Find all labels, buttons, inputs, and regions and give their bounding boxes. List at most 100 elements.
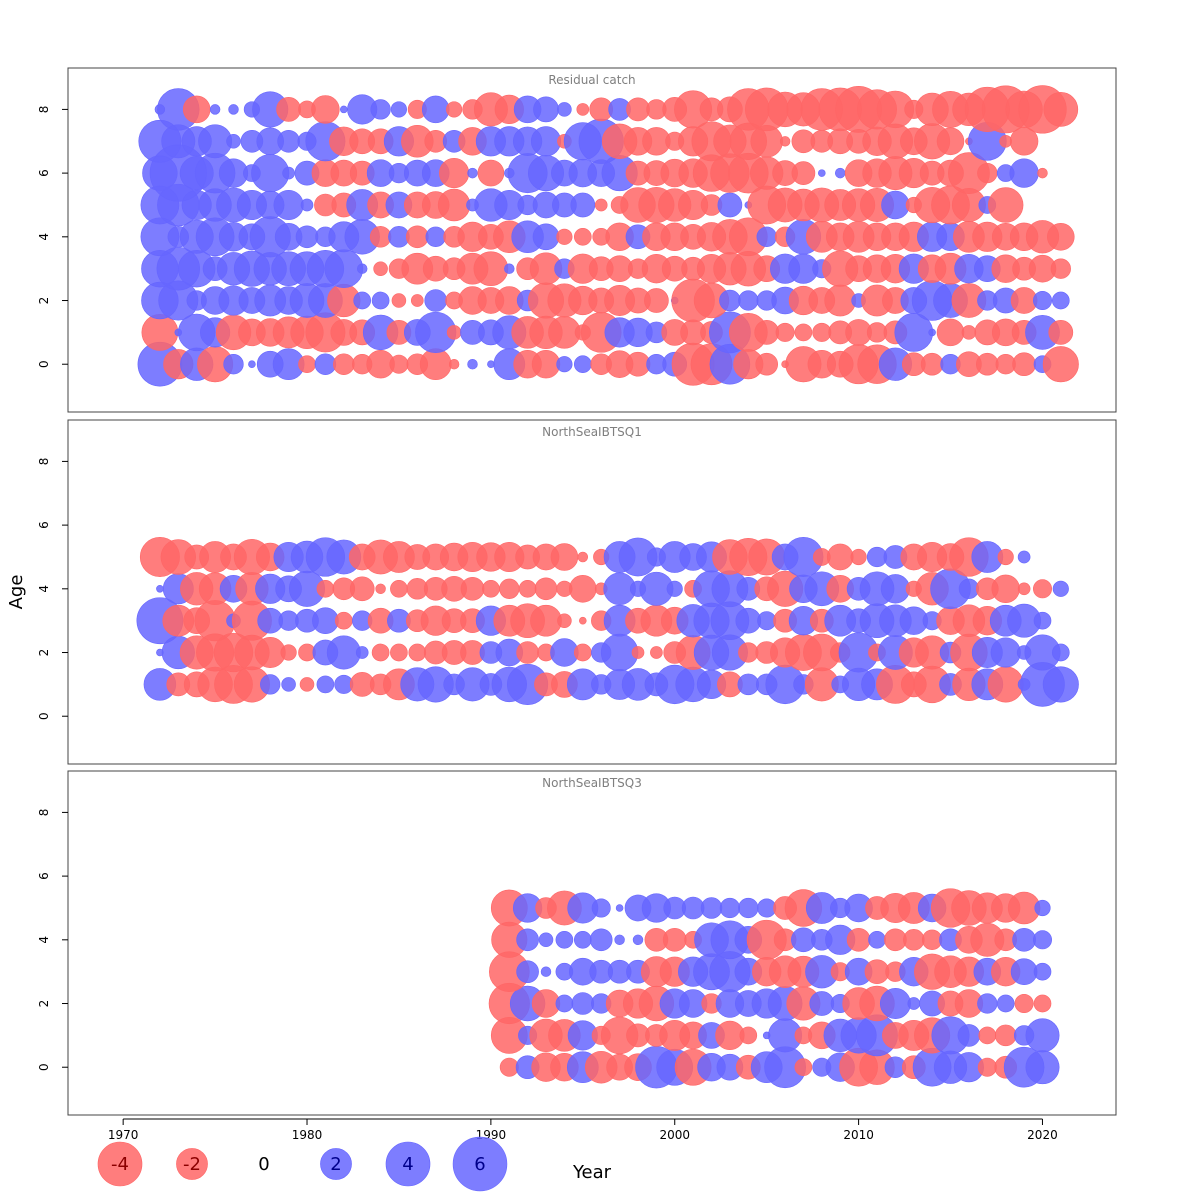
residual-bubble (662, 927, 687, 952)
residual-bubble (390, 101, 407, 118)
y-tick-label: 6 (37, 521, 51, 529)
residual-bubble (818, 169, 826, 177)
residual-bubble (879, 988, 911, 1019)
residual-bubble (370, 99, 391, 120)
residual-bubble (333, 353, 355, 375)
residual-bubble (299, 677, 315, 692)
residual-bubble (504, 263, 515, 274)
y-tick-label: 6 (37, 872, 51, 880)
residual-bubble (650, 646, 663, 659)
residual-bubble (467, 358, 478, 370)
residual-bubble (499, 1057, 519, 1077)
residual-bubble (700, 897, 723, 919)
residual-bubble (369, 226, 392, 248)
residual-bubble (824, 284, 857, 317)
panel-2: NorthSeaIBTSQ1 0 2 4 6 8 (37, 419, 1117, 765)
residual-bubble (791, 161, 816, 185)
residual-bubble (425, 226, 446, 247)
residual-bubble (371, 291, 390, 310)
residual-bubble (1014, 993, 1034, 1013)
residual-bubble (248, 360, 256, 368)
legend-label: 0 (258, 1154, 269, 1175)
residual-bubble (410, 294, 424, 307)
residual-bubble (277, 130, 300, 153)
panel-title: NorthSeaIBTSQ1 (542, 425, 642, 439)
residual-bubble (1012, 352, 1036, 377)
residual-bubble (280, 644, 297, 661)
residual-bubble (809, 991, 835, 1016)
x-axis: 1970 1980 1990 2000 2010 2020 (108, 1118, 1058, 1142)
residual-bubble (739, 1026, 758, 1045)
residual-bubble (424, 289, 448, 312)
bubble-size-legend: -4 -2 0 2 4 6 (97, 1136, 508, 1192)
y-tick-label: 4 (37, 936, 51, 944)
residual-bubble (978, 1026, 997, 1045)
residual-bubble (460, 576, 485, 601)
residual-bubble (1017, 550, 1031, 564)
residual-bubble (405, 225, 429, 249)
residual-bubble (477, 159, 505, 187)
residual-bubble (557, 102, 572, 117)
residual-bubble (921, 929, 943, 950)
residual-bubble (936, 127, 965, 156)
residual-bubble (531, 349, 561, 379)
x-tick-label: 2020 (1027, 1128, 1058, 1142)
residual-bubble (991, 574, 1020, 604)
residual-bubble (182, 95, 211, 124)
residual-bubble (530, 604, 562, 637)
residual-bubble (569, 575, 597, 603)
residual-bubble (334, 611, 353, 630)
residual-bubble (1051, 291, 1070, 310)
residual-bubble (518, 579, 537, 598)
residual-bubble (340, 105, 348, 114)
residual-bubble (1033, 994, 1052, 1013)
residual-bubble (977, 1057, 997, 1077)
residual-bubble (719, 289, 741, 312)
panel-3: NorthSeaIBTSQ3 0 2 4 6 8 (37, 770, 1117, 1116)
residual-bubble (557, 613, 572, 628)
residual-bubble (356, 263, 368, 274)
x-tick-label: 2000 (659, 1128, 690, 1142)
panel-1: Residual catch 0 2 4 6 8 (37, 67, 1117, 413)
residual-bubble (530, 126, 562, 157)
residual-bubble (555, 994, 574, 1013)
residual-bubble (615, 904, 624, 912)
residual-bubble (516, 641, 539, 664)
residual-bubble (775, 322, 795, 342)
residual-bubble (389, 354, 409, 374)
residual-bubble (754, 320, 780, 345)
residual-bubble (1043, 92, 1079, 127)
residual-bubble (591, 898, 611, 918)
residual-bubble (1037, 167, 1048, 179)
residual-bubble (312, 607, 339, 635)
residual-bubble (540, 966, 552, 977)
residual-bubble (448, 358, 460, 370)
residual-bubble (550, 543, 579, 571)
y-tick-label: 8 (37, 458, 51, 466)
residual-bubble (349, 576, 375, 602)
residual-bubble (390, 579, 408, 598)
residual-bubble (975, 352, 999, 376)
residual-bubble (1047, 223, 1075, 251)
residual-bubble (738, 290, 759, 311)
residual-bubble (977, 993, 998, 1014)
residual-bubble (282, 166, 295, 180)
residual-bubble (571, 992, 595, 1015)
x-tick-label: 1980 (292, 1128, 323, 1142)
residual-bubble (997, 548, 1014, 566)
residual-bubble (516, 928, 539, 952)
residual-bubble (555, 930, 574, 949)
residual-bubble (988, 187, 1024, 223)
residual-bubble (632, 934, 644, 946)
residual-bubble (556, 228, 573, 245)
x-tick-label: 1970 (108, 1128, 139, 1142)
residual-bubble (961, 325, 977, 340)
residual-bubble (326, 635, 361, 670)
residual-bubble (826, 543, 854, 571)
residual-bubble (738, 642, 759, 663)
legend-label: -2 (183, 1154, 201, 1175)
residual-bubble (794, 1058, 813, 1077)
residual-bubble (1052, 580, 1069, 597)
residual-bubble (373, 261, 388, 276)
residual-bubble (1025, 1050, 1060, 1085)
